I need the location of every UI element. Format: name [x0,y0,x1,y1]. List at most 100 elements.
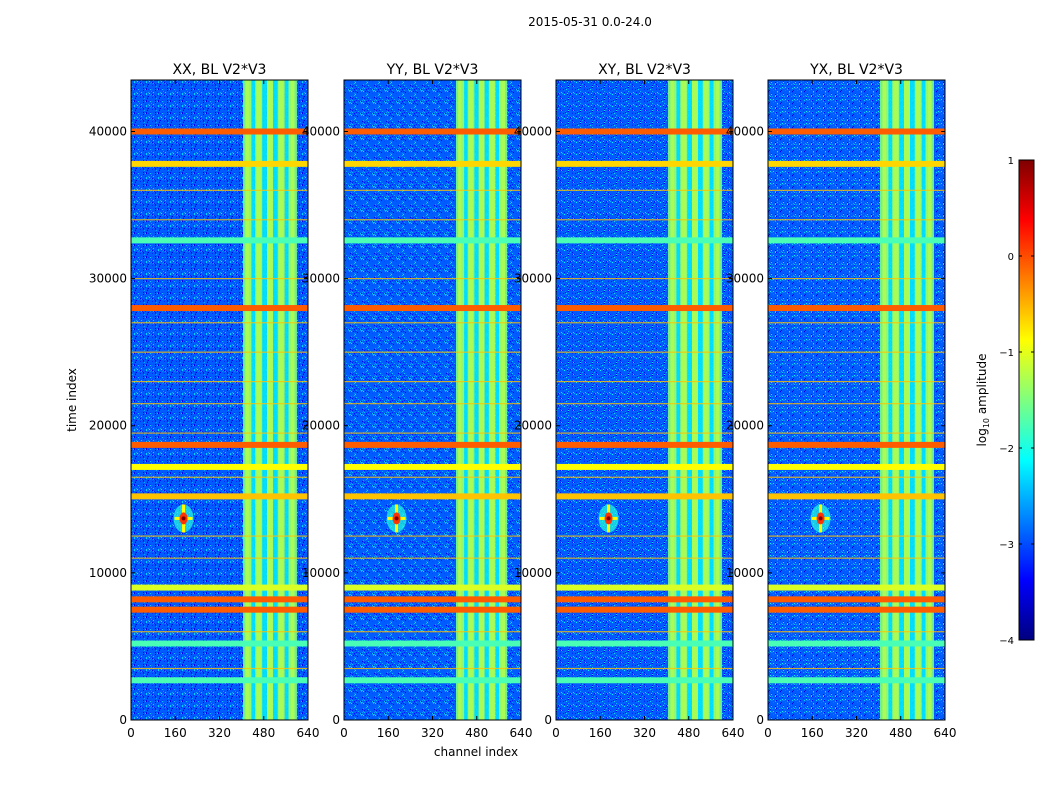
colorbar-tick-label: −3 [999,540,1014,551]
colorbar-label: log10 amplitude [975,354,991,447]
rfi-band [556,535,733,537]
heatmap-cell [288,80,295,720]
rfi-band [131,476,308,478]
heatmap-cell [499,80,506,720]
heatmap-cell [670,80,677,720]
y-axis-label: time index [65,368,79,432]
rfi-band [131,351,308,353]
heatmap-cell [488,80,495,720]
rfi-band [131,677,308,684]
rfi-band [131,237,308,244]
rfi-band [556,640,733,647]
rfi-band [556,493,733,500]
rfi-band [768,219,945,221]
colorbar-tick-label: 1 [1008,156,1014,167]
source-peak [181,516,186,521]
x-tick-label: 640 [934,726,957,740]
rfi-band [344,677,521,684]
rfi-band [344,441,521,448]
rfi-band [131,640,308,647]
heatmap-cell [702,80,709,720]
rfi-band [768,278,945,280]
y-tick-label: 40000 [302,124,340,138]
rfi-band [556,667,733,670]
rfi-band [344,351,521,353]
rfi-band [344,476,521,478]
rfi-band [344,535,521,537]
rfi-band [768,351,945,353]
heatmap-cell [914,80,921,720]
rfi-band [344,606,521,613]
heatmap-cell [458,80,465,720]
heatmap-cell [272,80,279,720]
colorbar: 1 0 −1 −2 −3 −4 log10 amplitude [975,156,1035,647]
rfi-band [131,432,308,434]
heatmap-body [556,80,733,720]
rfi-band [556,631,733,633]
rfi-band [768,677,945,684]
heatmap-body [768,80,945,720]
rfi-band [131,557,308,559]
colorbar-tick-label: −4 [999,636,1014,647]
panels: XX, BL V2*V3 0 160 320 480 640 0 10000 20000 3000… [89,62,957,740]
heatmap-cell [897,80,904,720]
rfi-band [344,631,521,633]
x-tick-label: 480 [465,726,488,740]
rfi-band [768,463,945,470]
x-tick-label: 640 [297,726,320,740]
y-tick-label: 20000 [89,419,127,433]
rfi-band [131,463,308,470]
heatmap-cell [882,80,889,720]
heatmap-cell [484,80,491,720]
rfi-band [131,189,308,191]
source-peak [394,516,399,521]
heatmap-cell [681,80,688,720]
y-tick-label: 20000 [726,419,764,433]
rfi-band [344,463,521,470]
x-tick-label: 640 [722,726,745,740]
rfi-band [768,441,945,448]
rfi-band [344,493,521,500]
rfi-band [768,381,945,383]
rfi-band [768,432,945,434]
rfi-band [768,596,945,603]
heatmap-cell [249,80,255,720]
rfi-band [556,189,733,191]
rfi-band [556,351,733,353]
x-tick-label: 160 [164,726,187,740]
rfi-band [556,160,733,167]
x-tick-label: 0 [764,726,772,740]
panel-title: XX, BL V2*V3 [173,62,267,78]
panel-3: YX, BL V2*V3 0 160 320 480 640 0 10000 20000 3000… [726,62,957,740]
panel-title: XY, BL V2*V3 [598,62,691,78]
x-tick-label: 480 [677,726,700,740]
y-tick-label: 40000 [726,124,764,138]
rfi-band [131,160,308,167]
rfi-band [556,606,733,613]
rfi-band [344,237,521,244]
rfi-band [556,219,733,221]
y-tick-label: 0 [544,713,552,727]
y-tick-label: 30000 [726,272,764,286]
rfi-band [556,441,733,448]
y-tick-label: 20000 [514,419,552,433]
y-tick-label: 10000 [302,566,340,580]
colorbar-tick-label: 0 [1008,252,1014,263]
panel-title: YY, BL V2*V3 [386,62,479,78]
panel-0: XX, BL V2*V3 0 160 320 480 640 0 10000 20000 3000… [89,62,320,740]
y-tick-label: 0 [332,713,340,727]
rfi-band [768,322,945,324]
x-tick-label: 640 [510,726,533,740]
y-tick-label: 0 [119,713,127,727]
rfi-band [344,432,521,434]
x-axis-label: channel index [434,745,518,759]
heatmap-body [344,80,521,720]
y-tick-label: 10000 [726,566,764,580]
x-tick-label: 320 [633,726,656,740]
rfi-band [131,667,308,670]
heatmap-cell [260,80,267,720]
rfi-band [344,381,521,383]
rfi-band [556,128,733,135]
rfi-band [131,606,308,613]
rfi-band [768,476,945,478]
